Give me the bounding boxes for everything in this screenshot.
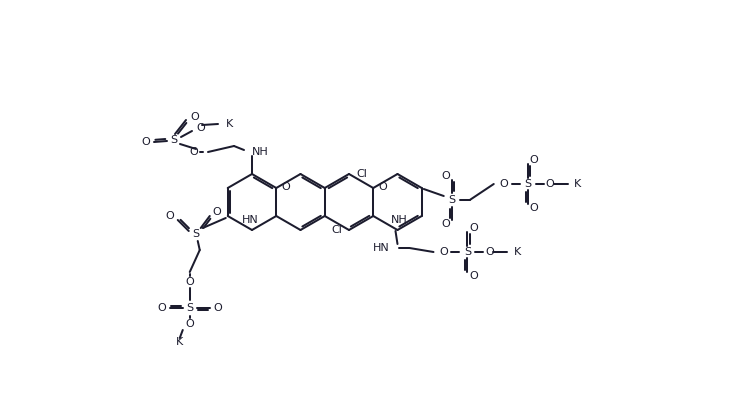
Text: O: O xyxy=(281,182,290,192)
Text: S: S xyxy=(448,195,455,205)
Text: O: O xyxy=(165,211,174,221)
Text: O: O xyxy=(470,271,479,281)
Text: O: O xyxy=(186,319,194,329)
Text: O: O xyxy=(499,179,508,189)
Text: O: O xyxy=(190,112,199,122)
Text: NH: NH xyxy=(252,147,269,157)
Text: O: O xyxy=(530,155,539,165)
Text: O: O xyxy=(141,137,150,147)
Text: S: S xyxy=(186,303,193,313)
Text: K: K xyxy=(574,179,581,189)
Text: O: O xyxy=(189,147,198,157)
Text: O: O xyxy=(186,277,194,287)
Text: S: S xyxy=(464,247,471,257)
Text: Cl: Cl xyxy=(356,169,367,179)
Text: O: O xyxy=(441,171,450,181)
Text: O: O xyxy=(530,203,539,213)
Text: Cl: Cl xyxy=(331,225,342,235)
Text: O: O xyxy=(546,179,554,189)
Text: O: O xyxy=(196,123,205,133)
Text: O: O xyxy=(213,207,222,217)
Text: S: S xyxy=(192,229,200,239)
Text: O: O xyxy=(441,219,450,229)
Text: O: O xyxy=(157,303,166,313)
Text: O: O xyxy=(439,247,448,257)
Text: S: S xyxy=(170,135,178,145)
Text: O: O xyxy=(470,223,479,233)
Text: O: O xyxy=(214,303,222,313)
Text: S: S xyxy=(524,179,531,189)
Text: K: K xyxy=(226,119,233,129)
Text: K: K xyxy=(176,337,184,347)
Text: O: O xyxy=(378,182,387,192)
Text: K: K xyxy=(514,247,520,257)
Text: O: O xyxy=(485,247,494,257)
Text: HN: HN xyxy=(241,215,258,225)
Text: NH: NH xyxy=(391,215,408,225)
Text: HN: HN xyxy=(373,243,390,253)
